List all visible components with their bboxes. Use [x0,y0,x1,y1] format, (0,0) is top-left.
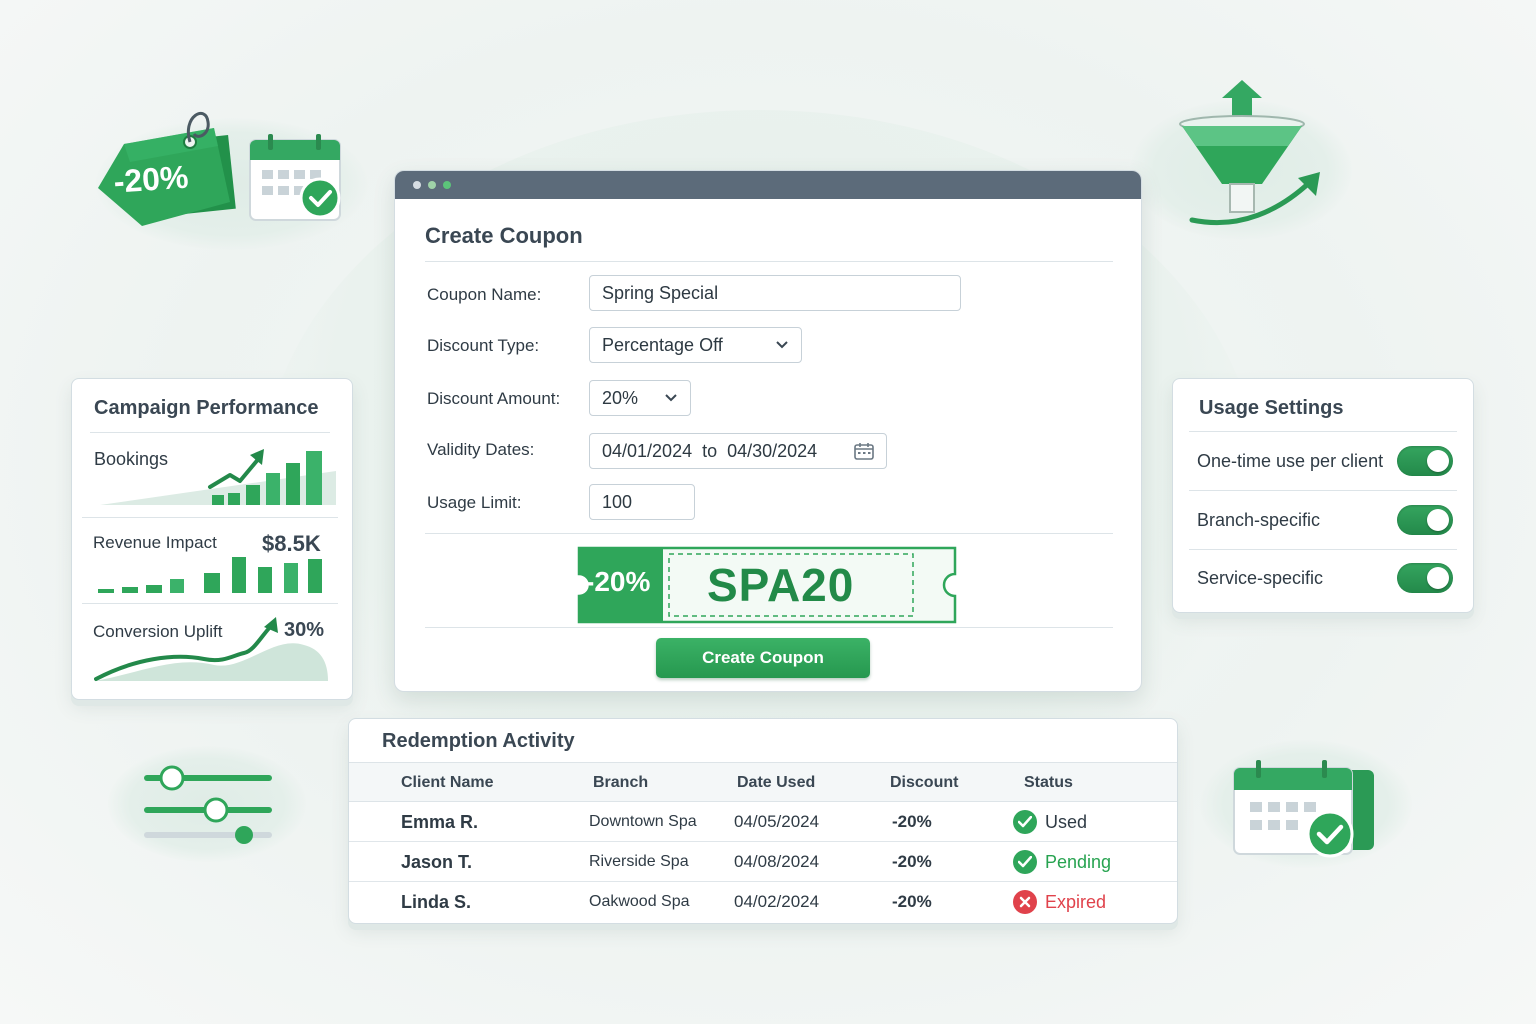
check-circle-icon [1013,810,1037,834]
column-header[interactable]: Branch [593,774,649,791]
table-header: Client Name Branch Date Used Discount St… [349,762,1177,802]
calendar-icon[interactable] [854,442,874,460]
bookings-bar-chart [100,449,336,505]
create-coupon-button[interactable]: Create Coupon [656,638,870,678]
table-row[interactable]: Linda S. Oakwood Spa 04/02/2024 -20% Exp… [349,882,1177,922]
date-used: 04/02/2024 [734,892,820,911]
branch-specific-toggle[interactable] [1397,505,1453,535]
conversion-uplift-value: 30% [284,619,325,641]
branch-name: Downtown Spa [589,813,697,830]
bookings-label: Bookings [94,449,169,469]
redemption-activity-panel: Redemption Activity Client Name Branch D… [348,718,1178,924]
usage-limit-input[interactable]: 100 [589,484,695,520]
conversion-uplift-label: Conversion Uplift [93,622,223,641]
client-name: Jason T. [401,852,473,872]
discount-amount-select[interactable]: 20% [589,380,691,416]
divider [1189,431,1457,432]
usage-setting-label: One-time use per client [1197,450,1384,471]
one-time-use-toggle[interactable] [1397,446,1453,476]
status-text: Expired [1045,891,1107,912]
window-dot[interactable] [428,181,436,189]
usage-setting-label: Service-specific [1197,567,1324,588]
usage-setting-one-time: One-time use per client [1197,436,1453,486]
revenue-impact-value: $8.5K [262,531,321,556]
divider [1189,549,1457,550]
coupon-name-input[interactable]: Spring Special [589,275,961,311]
table-row[interactable]: Emma R. Downtown Spa 04/05/2024 -20% Use… [349,802,1177,842]
divider [82,603,338,604]
coupon-discount-label: -20% [585,566,651,597]
client-name: Linda S. [401,892,472,912]
discount-type-select[interactable]: Percentage Off [589,327,802,363]
client-name: Emma R. [401,812,479,832]
date-used: 04/08/2024 [734,852,820,871]
create-coupon-title: Create Coupon [425,223,583,248]
window-dot[interactable] [443,181,451,189]
create-coupon-window: Create Coupon Coupon Name: Spring Specia… [394,170,1142,692]
status-badge: Used [1013,810,1087,834]
discount-amount-value: 20% [602,387,639,408]
branch-name: Riverside Spa [589,853,689,870]
coupon-name-label: Coupon Name: [427,285,542,304]
coupon-ticket-shape [577,546,957,624]
column-header[interactable]: Discount [890,774,959,791]
divider [425,261,1113,262]
coupon-code: SPA20 [707,559,855,611]
chevron-down-icon [665,394,677,402]
discount-type-value: Percentage Off [602,334,723,355]
date-used: 04/05/2024 [734,812,820,831]
divider [90,432,330,433]
divider [1189,490,1457,491]
price-tag-icon: -20% [98,111,341,226]
status-badge: Pending [1013,850,1111,874]
divider [425,533,1113,534]
sliders-icon [144,765,272,844]
coupon-preview: -20% SPA20 [573,546,961,624]
error-circle-icon [1013,890,1037,914]
conversion-area-chart [94,617,328,681]
usage-setting-label: Branch-specific [1197,509,1321,530]
usage-setting-service: Service-specific [1197,553,1453,603]
discount-value: -20% [892,852,932,871]
usage-settings-panel: Usage Settings One-time use per client B… [1172,378,1474,613]
calendar-check-icon [1233,760,1374,858]
funnel-growth-icon [1179,80,1320,226]
status-badge: Expired [1013,890,1106,914]
discount-amount-label: Discount Amount: [427,389,561,408]
window-titlebar [395,171,1141,199]
column-header[interactable]: Client Name [401,774,494,791]
discount-value: -20% [892,812,932,831]
window-dot[interactable] [413,181,421,189]
divider [82,517,338,518]
validity-dates-value: 04/01/2024 to 04/30/2024 [602,440,818,461]
status-text: Used [1045,811,1088,832]
check-circle-icon [1013,850,1037,874]
divider [425,627,1113,628]
usage-limit-value: 100 [602,491,633,512]
branch-name: Oakwood Spa [589,893,690,910]
usage-settings-title: Usage Settings [1199,397,1344,419]
discount-value: -20% [892,892,932,911]
campaign-performance-title: Campaign Performance [94,397,319,419]
redemption-activity-title: Redemption Activity [382,730,575,752]
status-text: Pending [1045,851,1112,872]
usage-limit-label: Usage Limit: [427,493,522,512]
table-row[interactable]: Jason T. Riverside Spa 04/08/2024 -20% P… [349,842,1177,882]
campaign-performance-panel: Campaign Performance Bookings Revenue Im… [71,378,353,700]
validity-dates-label: Validity Dates: [427,440,535,459]
usage-setting-branch: Branch-specific [1197,495,1453,545]
coupon-name-value: Spring Special [602,282,719,303]
column-header[interactable]: Status [1024,774,1073,791]
price-tag-text: -20% [112,159,189,200]
revenue-bar-chart [98,557,322,593]
discount-type-label: Discount Type: [427,336,540,355]
chevron-down-icon [776,341,788,349]
revenue-impact-label: Revenue Impact [93,533,217,552]
service-specific-toggle[interactable] [1397,563,1453,593]
validity-dates-input[interactable]: 04/01/2024 to 04/30/2024 [589,433,887,469]
column-header[interactable]: Date Used [737,774,816,791]
